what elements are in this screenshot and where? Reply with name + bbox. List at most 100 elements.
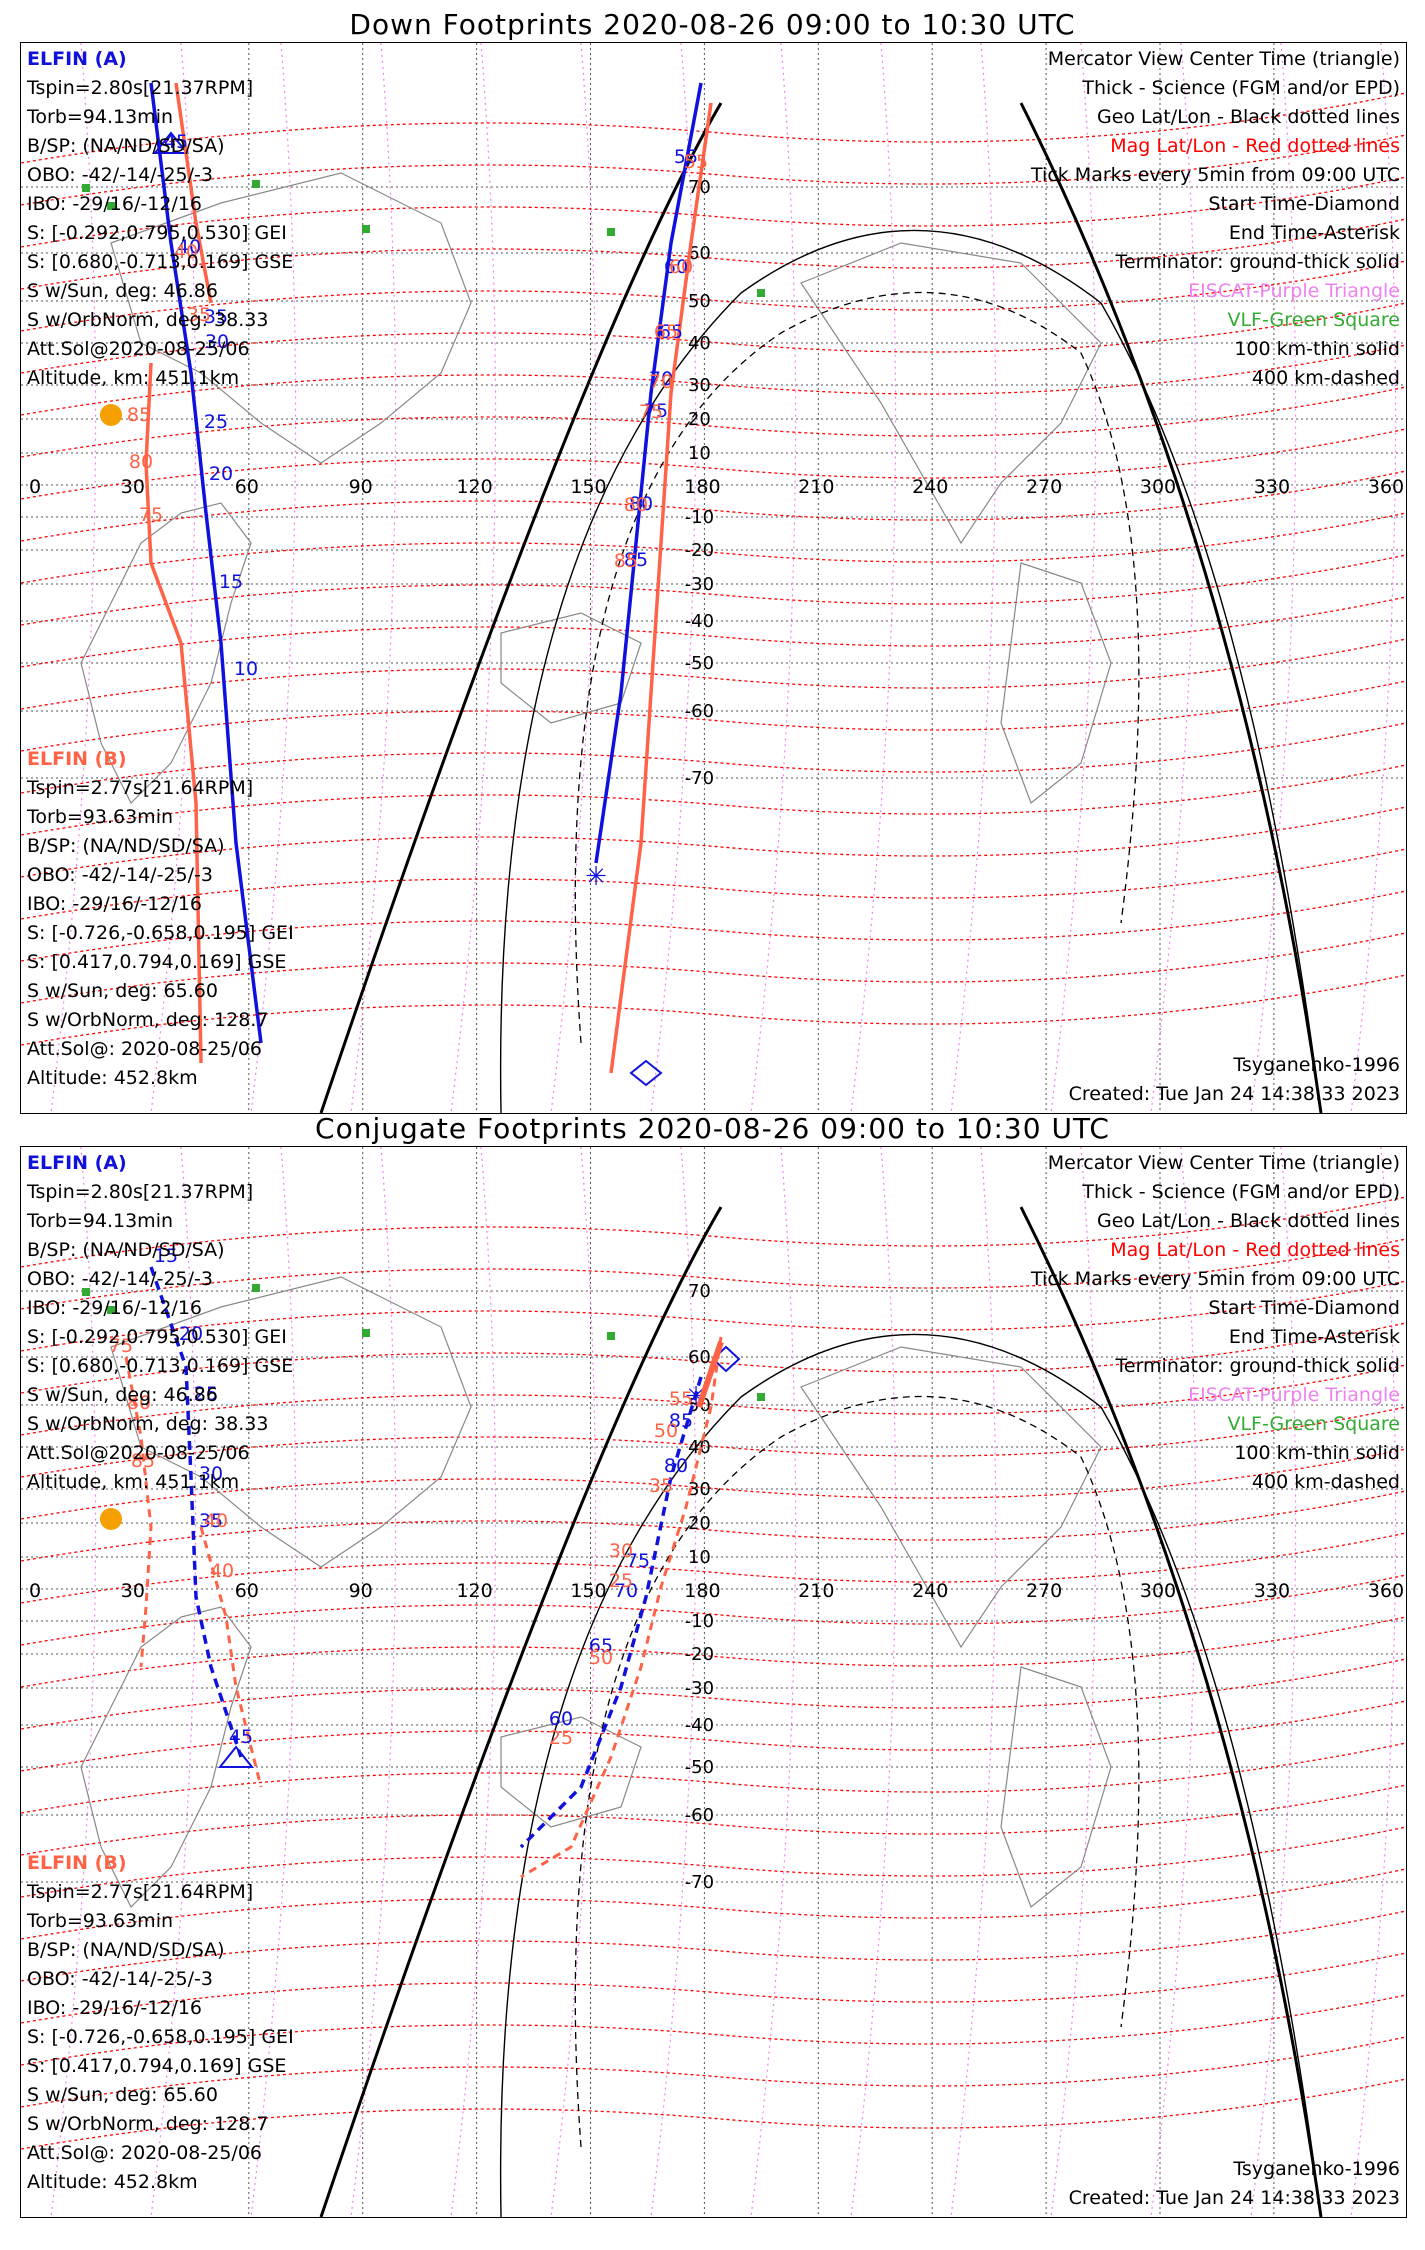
coastline xyxy=(500,1716,642,1828)
sat-b-track xyxy=(124,1356,153,1668)
mag-longitude-line xyxy=(450,43,497,1113)
mag-latitude-line xyxy=(21,428,1406,500)
sat-b-line: S w/Sun, deg: 65.60 xyxy=(27,980,218,1002)
sat-a-line: S: [-0.292,0.795,0.530] GEI xyxy=(27,1326,287,1348)
terminator-line xyxy=(1019,1206,1323,2217)
legend-line: 100 km-thin solid xyxy=(1234,1442,1400,1464)
sat-b-tick-label: 75 xyxy=(139,504,163,526)
map-canvas: 0 30 60 90 120 150 180 210 240 270 300 330 360706050… xyxy=(21,43,1406,1113)
mag-longitude-line xyxy=(250,1147,297,2217)
sat-a-line: IBO: -29/16/-12/16 xyxy=(27,193,202,215)
lon-tick-label: 180 xyxy=(684,476,720,498)
mag-latitude-line xyxy=(21,1196,1406,1268)
range-400km xyxy=(574,1395,1140,2148)
mag-longitude-line xyxy=(250,43,297,1113)
sat-a-tick-label: 75 xyxy=(644,400,668,422)
coastline xyxy=(80,502,252,805)
lat-tick-label: 20 xyxy=(688,1513,711,1534)
sat-b-tick-label: 25 xyxy=(549,1727,573,1749)
sat-a-tick-label: 65 xyxy=(659,321,683,343)
mag-longitude-line xyxy=(750,1147,797,2217)
lat-tick-label: -60 xyxy=(685,701,714,722)
lat-tick-label: -50 xyxy=(685,1757,714,1778)
sat-a-line: S w/OrbNorm, deg: 38.33 xyxy=(27,1413,269,1435)
mag-latitude-line xyxy=(21,638,1406,710)
lon-tick-label: 360 xyxy=(1368,476,1404,498)
sat-b-tick-label: 55 xyxy=(669,1388,693,1410)
sat-a-line: B/SP: (NA/ND/SD/SA) xyxy=(27,1239,225,1261)
range-100km xyxy=(499,1333,1322,2217)
sat-b-tick-label: 35 xyxy=(649,1475,673,1497)
sat-a-tick-label: 75 xyxy=(626,1550,650,1572)
lon-tick-label: 120 xyxy=(456,1580,492,1602)
lat-tick-label: -70 xyxy=(685,768,714,789)
lon-tick-label: 330 xyxy=(1254,1580,1290,1602)
lat-tick-label: 40 xyxy=(688,333,711,354)
mag-longitude-line xyxy=(1350,43,1397,1113)
terminator-line xyxy=(319,1206,723,2217)
down-footprints-panel: 0 30 60 90 120 150 180 210 240 270 300 330 360 70 60 50… xyxy=(20,42,1407,1114)
vlf-station-square xyxy=(82,184,90,192)
sat-a-line: S w/OrbNorm, deg: 38.33 xyxy=(27,309,269,331)
lat-tick-label: -30 xyxy=(685,1678,714,1699)
sat-a-line: Att.Sol@2020-08-25/06 xyxy=(27,338,250,360)
sun-icon xyxy=(100,1508,122,1530)
sat-a-tick-label: 65 xyxy=(589,1635,613,1657)
sat-b-line: OBO: -42/-14/-25/-3 xyxy=(27,1968,213,1990)
mag-longitude-line xyxy=(950,43,997,1113)
sat-a-tick-label: 15 xyxy=(219,571,243,593)
lon-tick-label: 150 xyxy=(570,476,606,498)
lon-tick-label: 90 xyxy=(349,1580,373,1602)
lat-tick-label: 10 xyxy=(688,443,711,464)
sat-b-line: OBO: -42/-14/-25/-3 xyxy=(27,864,213,886)
sat-a-line: OBO: -42/-14/-25/-3 xyxy=(27,164,213,186)
mag-latitude-line xyxy=(21,1910,1406,1982)
mag-latitude-line xyxy=(21,764,1406,836)
panel-2-title: Conjugate Footprints 2020-08-26 09:00 to… xyxy=(315,1112,1110,1145)
lat-tick-label: -50 xyxy=(685,653,714,674)
sat-a-tick-label: 30 xyxy=(199,1463,223,1485)
mag-longitude-line xyxy=(1250,43,1297,1113)
sat-b-tick-label: 50 xyxy=(589,1647,613,1669)
sat-b-tick-label: 55 xyxy=(684,151,708,173)
sat-b-tick-label: 35 xyxy=(187,304,211,326)
mag-latitude-line xyxy=(21,596,1406,668)
sat-b-track xyxy=(609,102,713,1074)
sat-a-tick-label: 85 xyxy=(669,1410,693,1432)
range-400km xyxy=(574,291,1140,1044)
legend-line: End Time-Asterisk xyxy=(1228,1326,1400,1348)
sat-b-tick-label: 30 xyxy=(609,1540,633,1562)
mag-longitude-line xyxy=(650,1147,697,2217)
mag-latitude-line xyxy=(21,1322,1406,1394)
mag-latitude-line xyxy=(21,92,1406,164)
mag-latitude-line xyxy=(21,344,1406,416)
mag-latitude-line xyxy=(21,1826,1406,1898)
sat-b-tick-label: 85 xyxy=(127,404,151,426)
model-name: Tsyganenko-1996 xyxy=(1233,2158,1400,2180)
sat-a-tick-label: 70 xyxy=(649,368,673,390)
sat-a-track xyxy=(519,1376,703,1849)
model-name: Tsyganenko-1996 xyxy=(1233,1054,1400,1076)
sat-b-tick-label: 75 xyxy=(109,1335,133,1357)
vlf-station-square xyxy=(107,1306,115,1314)
vlf-station-square xyxy=(82,1288,90,1296)
sat-a-line: S: [0.680,-0.713,0.169] GSE xyxy=(27,1355,294,1377)
mag-latitude-line xyxy=(21,176,1406,248)
conjugate-footprints-panel: 0 30 60 90 120 150 180 210 240 270 300 330 360 70 60 50… xyxy=(20,1146,1407,2218)
mag-latitude-line xyxy=(21,722,1406,794)
mag-latitude-line xyxy=(21,1658,1406,1730)
mag-latitude-line xyxy=(21,806,1406,878)
mag-latitude-line xyxy=(21,1490,1406,1562)
terminator-line xyxy=(1019,102,1323,1113)
lon-tick-label: 210 xyxy=(798,476,834,498)
sat-b-tick-label: 85 xyxy=(131,1450,155,1472)
sat-b-line: B/SP: (NA/ND/SD/SA) xyxy=(27,1939,225,1961)
footer: Tsyganenko-1996 Created: Tue Jan 24 14:3… xyxy=(1069,1051,1400,1109)
sat-a-tick-label: 80 xyxy=(664,1455,688,1477)
lat-tick-label: -20 xyxy=(685,540,714,561)
lon-tick-label: 60 xyxy=(235,1580,259,1602)
mag-latitude-line xyxy=(21,386,1406,458)
sat-b-line: Tspin=2.77s[21.64RPM] xyxy=(27,777,254,799)
legend-line: 400 km-dashed xyxy=(1251,1471,1400,1493)
vlf-station-square xyxy=(362,225,370,233)
